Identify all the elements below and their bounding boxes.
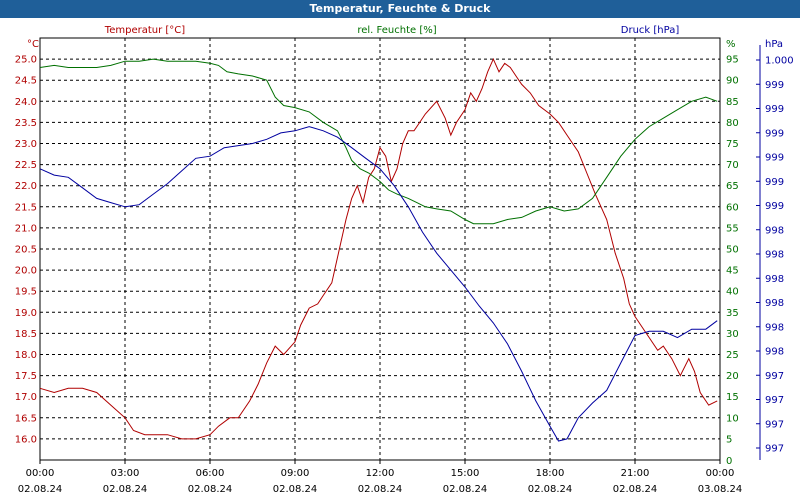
x-tick-date: 02.08.24 xyxy=(528,484,573,495)
pressure-tick-label: 998 xyxy=(765,322,784,333)
pressure-tick-label: 998 xyxy=(765,225,784,236)
pressure-tick-label: 999 xyxy=(765,104,784,115)
humidity-tick-label: 20 xyxy=(726,371,739,382)
humidity-tick-label: 90 xyxy=(726,76,739,87)
x-tick-date: 03.08.24 xyxy=(698,484,743,495)
pressure-tick-label: 997 xyxy=(765,419,784,430)
humidity-tick-label: 40 xyxy=(726,287,739,298)
x-tick-time: 15:00 xyxy=(451,468,480,479)
humidity-tick-label: 75 xyxy=(726,139,739,150)
pressure-tick-label: 997 xyxy=(765,371,784,382)
pressure-legend-label: Druck [hPa] xyxy=(621,25,680,36)
temperature-axis: °C 16.0 16.5 17.0 17.5 18.0 18.5 19.0 19.5 20.0 20… xyxy=(15,39,39,445)
temperature-tick-label: 22.0 xyxy=(15,181,37,192)
x-tick-date: 02.08.24 xyxy=(18,484,63,495)
humidity-tick-label: 65 xyxy=(726,181,739,192)
humidity-tick-label: 15 xyxy=(726,392,739,403)
humidity-tick-label: 45 xyxy=(726,266,739,277)
humidity-tick-label: 70 xyxy=(726,160,739,171)
temperature-series-line xyxy=(39,57,718,440)
chart-title: Temperatur, Feuchte & Druck xyxy=(0,0,800,18)
pressure-series-line xyxy=(39,126,718,442)
x-tick-time: 00:00 xyxy=(706,468,735,479)
temperature-tick-label: 23.0 xyxy=(15,139,37,150)
temperature-tick-label: 21.5 xyxy=(15,202,37,213)
humidity-tick-label: 10 xyxy=(726,413,739,424)
pressure-tick-label: 1.000 xyxy=(765,56,794,67)
pressure-tick-label: 998 xyxy=(765,274,784,285)
temperature-tick-label: 17.0 xyxy=(15,392,37,403)
temperature-tick-label: 19.5 xyxy=(15,287,37,298)
temperature-tick-label: 19.0 xyxy=(15,308,37,319)
x-tick-time: 18:00 xyxy=(536,468,565,479)
x-tick-time: 00:00 xyxy=(26,468,55,479)
humidity-tick-label: 25 xyxy=(726,350,739,361)
humidity-tick-label: 85 xyxy=(726,97,739,108)
x-tick-time: 09:00 xyxy=(281,468,310,479)
pressure-tick-label: 999 xyxy=(765,128,784,139)
pressure-tick-label: 999 xyxy=(765,201,784,212)
temperature-unit-label: °C xyxy=(27,39,39,50)
x-tick-date: 02.08.24 xyxy=(358,484,403,495)
chart-canvas: °C 16.0 16.5 17.0 17.5 18.0 18.5 19.0 19.5 20.0 20… xyxy=(15,25,794,495)
time-axis: 00:00 02.08.24 03:00 02.08.24 06:00 02.08.24 0… xyxy=(18,460,743,495)
humidity-tick-label: 95 xyxy=(726,55,739,66)
humidity-axis: % 0 5 10 15 20 25 30 35 40 45 50 55 60 65 70 75 80 85 90 95 xyxy=(726,39,739,467)
humidity-legend-label: rel. Feuchte [%] xyxy=(357,25,436,36)
x-tick-date: 02.08.24 xyxy=(273,484,318,495)
humidity-unit-label: % xyxy=(726,39,736,50)
pressure-tick-label: 999 xyxy=(765,153,784,164)
temperature-tick-label: 17.5 xyxy=(15,371,37,382)
temperature-tick-label: 18.5 xyxy=(15,329,37,340)
pressure-unit-label: hPa xyxy=(765,39,783,50)
humidity-tick-label: 0 xyxy=(726,456,732,467)
temperature-tick-label: 21.0 xyxy=(15,223,37,234)
humidity-tick-label: 5 xyxy=(726,434,732,445)
pressure-tick-label: 997 xyxy=(765,395,784,406)
x-tick-date: 02.08.24 xyxy=(443,484,488,495)
humidity-tick-label: 80 xyxy=(726,118,739,129)
series-labels: Temperatur [°C] rel. Feuchte [%] Druck [hP… xyxy=(104,25,680,36)
pressure-tick-label: 997 xyxy=(765,444,784,455)
humidity-tick-label: 60 xyxy=(726,202,739,213)
humidity-series-line xyxy=(39,58,718,225)
pressure-tick-label: 999 xyxy=(765,80,784,91)
temperature-tick-label: 24.0 xyxy=(15,97,37,108)
temperature-tick-label: 20.0 xyxy=(15,266,37,277)
x-tick-date: 02.08.24 xyxy=(613,484,658,495)
pressure-tick-label: 998 xyxy=(765,298,784,309)
temperature-tick-label: 22.5 xyxy=(15,160,37,171)
temperature-legend-label: Temperatur [°C] xyxy=(104,25,185,36)
x-tick-date: 02.08.24 xyxy=(103,484,148,495)
humidity-tick-label: 55 xyxy=(726,223,739,234)
temperature-tick-label: 18.0 xyxy=(15,350,37,361)
pressure-tick-label: 998 xyxy=(765,250,784,261)
series-lines xyxy=(39,57,718,442)
x-tick-time: 21:00 xyxy=(621,468,650,479)
pressure-tick-label: 999 xyxy=(765,177,784,188)
temperature-tick-label: 16.0 xyxy=(15,434,37,445)
temperature-tick-label: 20.5 xyxy=(15,245,37,256)
pressure-axis: hPa 997 997 997 997 998 998 998 998 998 998 999 999 9… xyxy=(756,39,794,460)
x-tick-time: 03:00 xyxy=(111,468,140,479)
grid xyxy=(39,38,721,460)
temperature-tick-label: 25.0 xyxy=(15,55,37,66)
humidity-tick-label: 35 xyxy=(726,308,739,319)
pressure-tick-label: 998 xyxy=(765,347,784,358)
humidity-tick-label: 50 xyxy=(726,245,739,256)
x-tick-date: 02.08.24 xyxy=(188,484,233,495)
temperature-tick-label: 16.5 xyxy=(15,413,37,424)
temperature-tick-label: 24.5 xyxy=(15,76,37,87)
temperature-tick-label: 23.5 xyxy=(15,118,37,129)
x-tick-time: 12:00 xyxy=(366,468,395,479)
x-tick-time: 06:00 xyxy=(196,468,225,479)
humidity-tick-label: 30 xyxy=(726,329,739,340)
